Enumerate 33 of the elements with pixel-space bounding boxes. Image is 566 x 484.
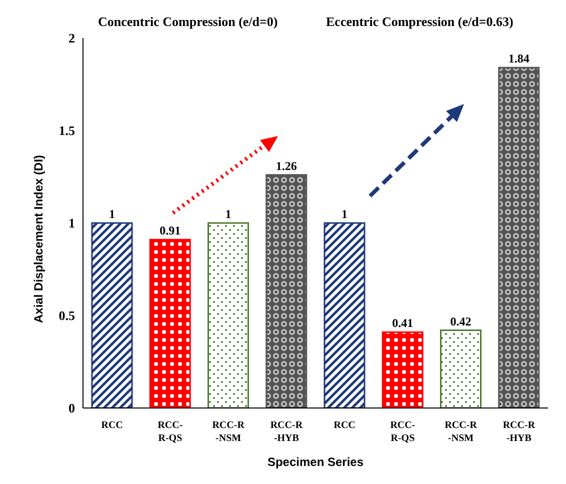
data-label: 0.91 [160, 224, 181, 238]
x-tick-label: RCC [101, 420, 123, 431]
y-tick-label: 2 [68, 30, 75, 46]
text: Concentric Compression (e/d=0) [98, 14, 278, 30]
y-tick-label: 0.5 [58, 308, 76, 324]
x-tick-label: RCC [334, 420, 356, 431]
x-tick-label: RCC-R-QS [390, 420, 416, 444]
bar [382, 331, 424, 408]
data-label: 1 [342, 207, 348, 221]
bar [324, 222, 366, 408]
x-tick-label: RCC-R-QS [158, 420, 183, 444]
x-tick-label: RCC-R-NSM [212, 420, 246, 444]
y-axis-title: Axial Displacement Index (DI) [31, 154, 46, 323]
data-label: 0.41 [392, 316, 414, 330]
y-tick-label: 1 [68, 216, 75, 231]
bar [208, 222, 249, 408]
data-label: 1.84 [508, 52, 530, 66]
data-label: 1 [109, 207, 115, 221]
x-tick-label: RCC-R-HYB [270, 420, 304, 444]
bar [266, 174, 308, 408]
y-tick-label: 1.5 [58, 123, 76, 138]
data-label: 1.26 [276, 158, 297, 173]
data-label: 1 [225, 207, 232, 221]
bar [91, 222, 133, 408]
data-label: 0.42 [450, 314, 472, 328]
x-tick-label: RCC-R-NSM [444, 420, 478, 444]
text: Eccentric Compression (e/d=0.63) [326, 14, 514, 30]
bar [440, 330, 482, 408]
x-axis-title: Specimen Series [267, 455, 364, 469]
x-tick-label: RCC-R-HYB [502, 420, 536, 444]
bar [149, 238, 191, 408]
bar [498, 66, 540, 408]
y-tick-label: 0 [68, 400, 75, 416]
